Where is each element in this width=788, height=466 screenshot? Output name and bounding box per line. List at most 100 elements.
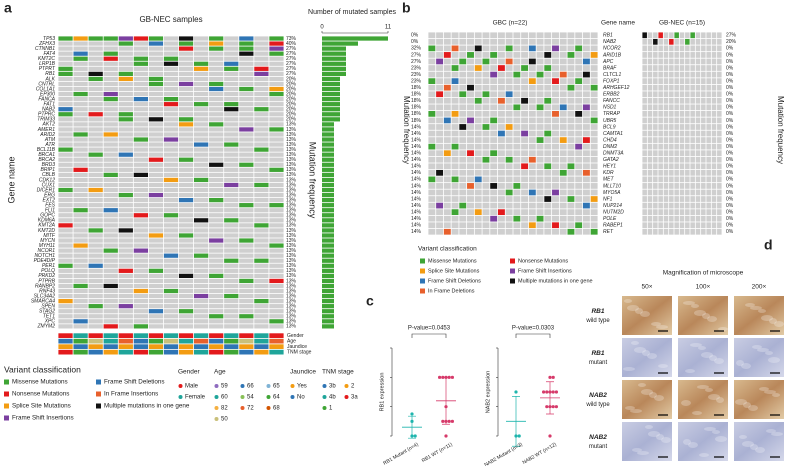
- empty-cell: [647, 183, 653, 189]
- empty-cell: [575, 117, 583, 124]
- mutation-cell: [224, 182, 239, 188]
- empty-cell: [653, 97, 658, 104]
- panel-title: GB-NEC samples: [139, 15, 202, 24]
- empty-cell: [436, 176, 444, 183]
- empty-cell: [428, 58, 436, 65]
- empty-cell: [690, 183, 695, 189]
- empty-cell: [103, 117, 118, 122]
- empty-cell: [559, 209, 567, 215]
- frequency-label: 13%: [286, 309, 297, 315]
- empty-cell: [679, 202, 685, 209]
- frequency-label: 13%: [286, 142, 297, 148]
- empty-cell: [73, 162, 88, 167]
- empty-cell: [148, 203, 164, 208]
- data-point: [548, 434, 552, 438]
- frequency-label: 13%: [286, 157, 297, 163]
- mutation-cell: [436, 202, 444, 209]
- empty-cell: [73, 304, 88, 309]
- mutation-cell: [178, 81, 194, 87]
- empty-cell: [428, 130, 436, 137]
- gene-name: PTPRT: [39, 66, 56, 72]
- empty-cell: [658, 97, 663, 104]
- empty-cell: [552, 163, 559, 170]
- axis-label: RB1 expression: [379, 373, 385, 412]
- empty-cell: [451, 104, 459, 111]
- empty-cell: [148, 248, 164, 253]
- row-gene: NAB2: [589, 392, 607, 399]
- legend-dot: [290, 395, 295, 399]
- empty-cell: [706, 52, 711, 58]
- empty-cell: [658, 156, 663, 163]
- gene-name: ERG: [44, 192, 55, 198]
- empty-cell: [642, 150, 647, 157]
- mutation-cell: [73, 167, 88, 172]
- empty-cell: [490, 38, 498, 45]
- gene-name: NCOR2: [603, 46, 621, 52]
- empty-cell: [239, 192, 254, 198]
- empty-cell: [536, 117, 544, 124]
- empty-cell: [254, 304, 269, 309]
- empty-cell: [467, 130, 474, 137]
- gene-name: DNMT3A: [603, 151, 624, 157]
- empty-cell: [490, 228, 498, 235]
- empty-cell: [436, 52, 444, 58]
- empty-cell: [88, 314, 103, 319]
- empty-cell: [679, 176, 685, 183]
- empty-cell: [133, 112, 148, 117]
- empty-cell: [269, 192, 284, 198]
- empty-cell: [73, 314, 88, 319]
- bar: [322, 97, 340, 102]
- empty-cell: [679, 52, 685, 58]
- empty-cell: [73, 46, 88, 51]
- empty-cell: [194, 233, 209, 238]
- data-point: [413, 434, 417, 438]
- empty-cell: [103, 253, 118, 258]
- bar: [322, 233, 334, 238]
- empty-cell: [58, 41, 73, 46]
- empty-cell: [674, 137, 679, 143]
- bar: [322, 243, 334, 248]
- frequency-label: 14%: [411, 170, 422, 176]
- empty-cell: [88, 218, 103, 223]
- track-cell: [269, 333, 284, 338]
- mutation-cell: [209, 314, 224, 319]
- mutation-cell: [567, 163, 575, 170]
- empty-cell: [513, 150, 521, 157]
- empty-cell: [428, 183, 436, 189]
- empty-cell: [443, 78, 451, 84]
- empty-cell: [118, 273, 133, 278]
- empty-cell: [436, 222, 444, 229]
- empty-cell: [254, 283, 269, 289]
- empty-cell: [474, 137, 482, 143]
- empty-cell: [490, 156, 498, 163]
- mutation-cell: [73, 56, 88, 61]
- empty-cell: [118, 319, 133, 324]
- empty-cell: [711, 38, 717, 45]
- empty-cell: [567, 91, 575, 98]
- empty-cell: [685, 209, 690, 215]
- frequency-label: 18%: [411, 92, 422, 98]
- bar: [322, 117, 340, 122]
- tissue-texture: [766, 429, 776, 433]
- empty-cell: [224, 41, 239, 46]
- empty-cell: [428, 91, 436, 98]
- empty-cell: [209, 283, 224, 289]
- error-bar: [512, 396, 520, 447]
- gene-name: MYCN: [40, 238, 55, 244]
- empty-cell: [482, 52, 490, 58]
- empty-cell: [224, 86, 239, 92]
- empty-cell: [590, 215, 598, 222]
- empty-cell: [224, 324, 239, 329]
- empty-cell: [674, 196, 679, 202]
- mutation-cell: [269, 41, 284, 46]
- group-label: NAB2 WT (n=12): [522, 442, 558, 466]
- empty-cell: [209, 147, 224, 152]
- gene-name: POLQ: [41, 268, 55, 274]
- frequency-label: 13%: [286, 122, 297, 128]
- mutation-cell: [536, 104, 544, 111]
- empty-cell: [254, 137, 269, 142]
- mutation-cell: [505, 58, 513, 65]
- empty-cell: [467, 38, 474, 45]
- empty-cell: [658, 45, 663, 52]
- empty-cell: [513, 209, 521, 215]
